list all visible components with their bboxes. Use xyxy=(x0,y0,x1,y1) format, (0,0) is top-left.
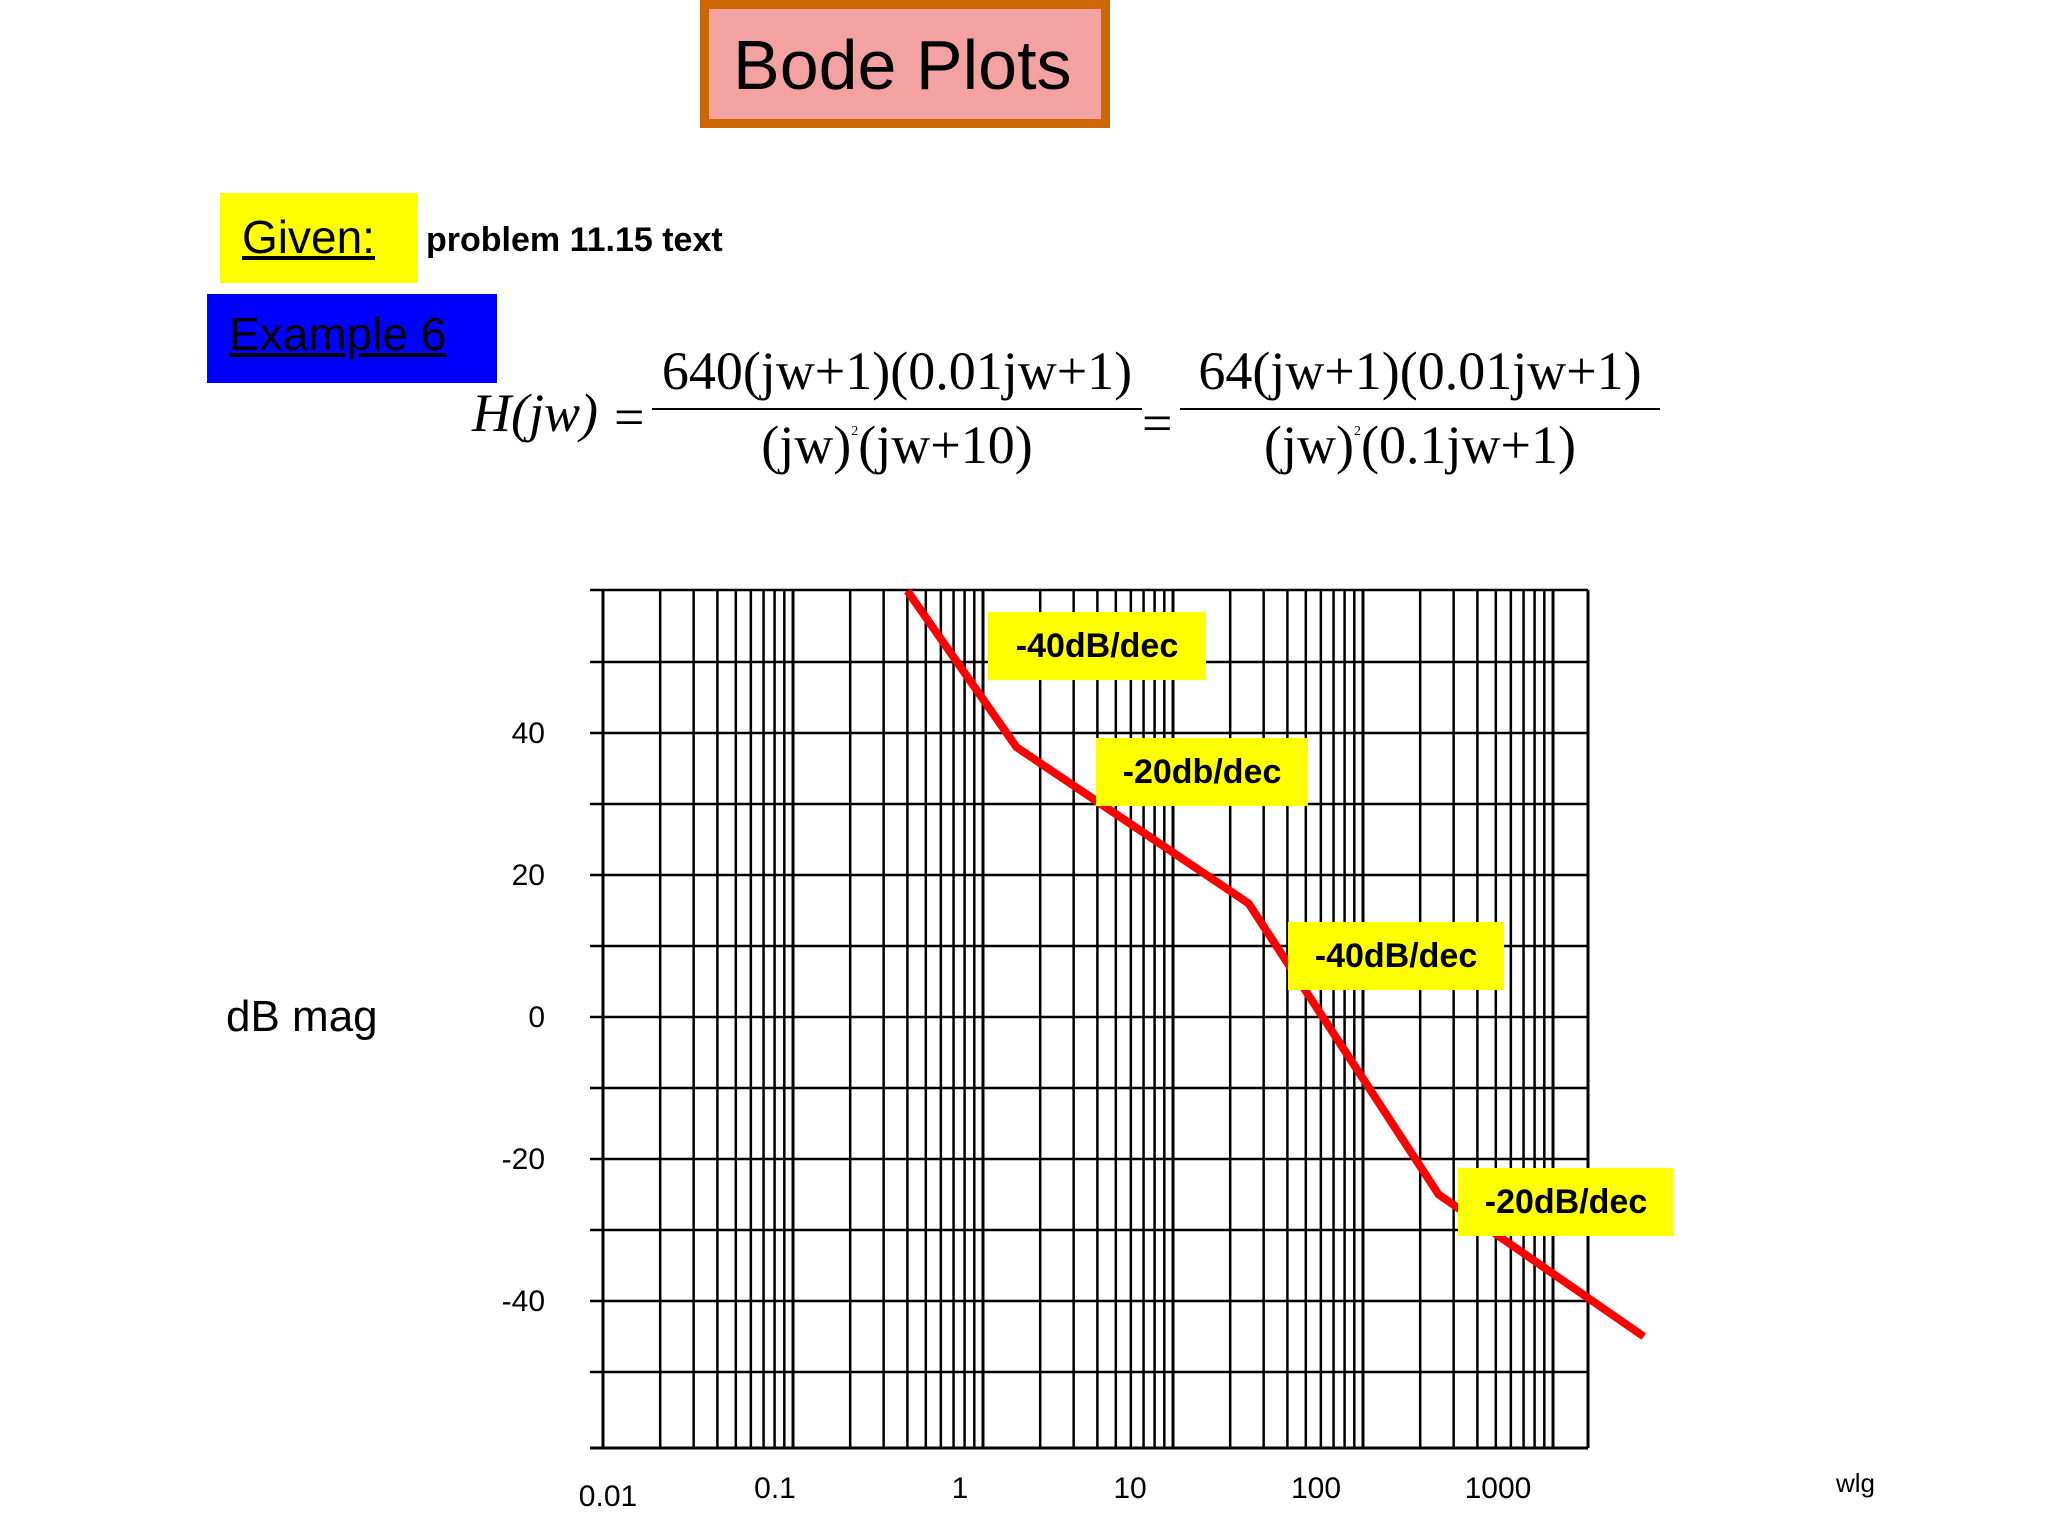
magnitude-series-line xyxy=(904,588,1646,1340)
y-axis-label: dB mag xyxy=(226,992,378,1041)
title-box: Bode Plots xyxy=(700,0,1110,128)
slope-label-4: -20dB/dec xyxy=(1458,1168,1674,1236)
given-text: problem 11.15 text xyxy=(426,221,723,259)
x-tick-label: 1000 xyxy=(1464,1472,1532,1505)
y-tick-label: 0 xyxy=(528,1001,545,1034)
x-tick-label: 0.01 xyxy=(578,1480,638,1513)
fraction-1: 640(jw+1)(0.01jw+1) (jw)2(jw+10) xyxy=(652,340,1142,476)
y-tick-label: -40 xyxy=(501,1285,545,1318)
fraction-2-bar xyxy=(1180,408,1660,410)
given-label[interactable]: Given: xyxy=(242,211,375,263)
fraction-2-den-exp: 2 xyxy=(1354,424,1362,439)
fraction-1-numerator: 640(jw+1)(0.01jw+1) xyxy=(661,341,1133,401)
x-tick-label: 10 xyxy=(1113,1472,1147,1505)
fraction-1-den-a: (jw) xyxy=(761,415,852,475)
fraction-2-den-b: (0.1jw+1) xyxy=(1361,415,1576,475)
x-tick-label: 1 xyxy=(951,1472,969,1505)
page-title: Bode Plots xyxy=(733,26,1072,104)
example-link-box[interactable]: Example 6 xyxy=(207,294,497,383)
fraction-2-numerator: 64(jw+1)(0.01jw+1) xyxy=(1198,341,1642,401)
slope-label-1: -40dB/dec xyxy=(988,612,1206,680)
y-tick-label: 40 xyxy=(511,717,545,750)
fraction-1-denominator: (jw)2(jw+10) xyxy=(652,414,1142,476)
example-link[interactable]: Example 6 xyxy=(229,308,447,360)
fraction-1-bar xyxy=(652,408,1142,410)
slope-label-2: -20db/dec xyxy=(1096,738,1308,806)
slope-label-3: -40dB/dec xyxy=(1288,922,1504,990)
fraction-2: 64(jw+1)(0.01jw+1) (jw)2(0.1jw+1) xyxy=(1180,340,1660,476)
x-tick-label: 100 xyxy=(1290,1472,1342,1505)
x-axis-label: wlg xyxy=(1836,1468,1876,1498)
equals-sign-1: = xyxy=(614,387,645,447)
fraction-1-den-b: (jw+10) xyxy=(858,415,1033,475)
equals-sign-2: = xyxy=(1142,393,1173,453)
equation-lhs: H(jw) xyxy=(472,383,598,443)
transfer-function-equation: H(jw) = 640(jw+1)(0.01jw+1) (jw)2(jw+10)… xyxy=(462,340,1682,490)
x-tick-label: 0.1 xyxy=(754,1472,796,1505)
y-tick-label: -20 xyxy=(501,1143,545,1176)
fraction-1-den-exp: 2 xyxy=(851,424,859,439)
y-tick-label: 20 xyxy=(511,859,545,892)
fraction-2-den-a: (jw) xyxy=(1264,415,1355,475)
fraction-2-denominator: (jw)2(0.1jw+1) xyxy=(1180,414,1660,476)
given-label-box: Given: xyxy=(220,193,418,283)
